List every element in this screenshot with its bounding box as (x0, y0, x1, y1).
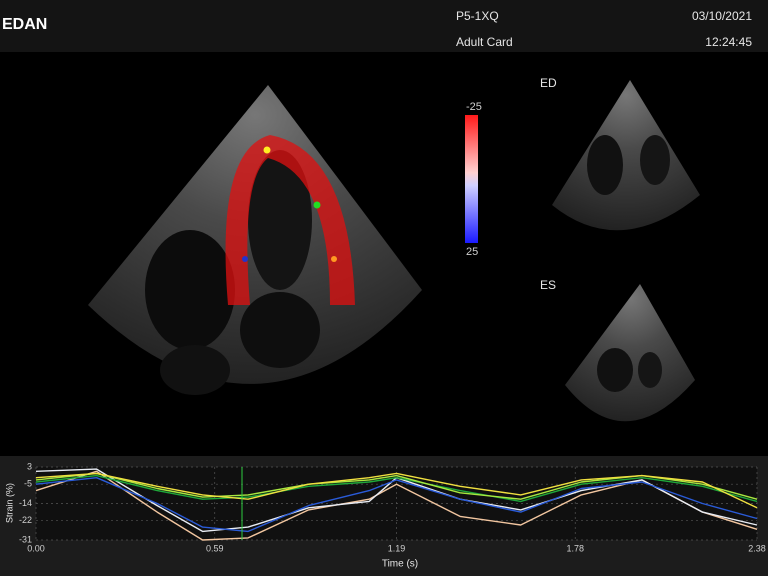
y-tick-label: -22 (19, 515, 32, 525)
colorbar (465, 115, 478, 243)
strain-curve (35, 474, 758, 503)
x-tick-label: 0.00 (27, 543, 45, 553)
ultrasound-image (88, 85, 422, 395)
ed-thumbnail (552, 80, 700, 231)
time: 12:24:45 (705, 35, 752, 49)
preset: Adult Card (456, 35, 513, 49)
colorbar-top: -25 (466, 101, 482, 113)
strain-curve (35, 477, 758, 533)
ed-label: ED (540, 76, 557, 90)
x-tick-label: 0.59 (206, 543, 224, 553)
es-thumbnail (565, 284, 695, 422)
x-tick-label: 2.38 (748, 543, 766, 553)
logo: EDAN (2, 16, 47, 33)
strain-overlay (225, 135, 355, 305)
y-tick-label: -31 (19, 534, 32, 544)
colorbar-bottom: 25 (466, 246, 478, 258)
x-tick-label: 1.78 (566, 543, 584, 553)
y-tick-label: -5 (24, 479, 32, 489)
x-tick-label: 1.19 (388, 543, 406, 553)
strain-curve (35, 472, 758, 509)
y-axis-label: Strain (%) (4, 483, 14, 523)
y-tick-label: 3 (27, 461, 32, 471)
strain-curve (35, 468, 758, 533)
date: 03/10/2021 (692, 9, 752, 23)
probe: P5-1XQ (456, 9, 499, 23)
x-axis-label: Time (s) (382, 559, 418, 570)
header-bar (0, 0, 768, 52)
es-label: ES (540, 278, 556, 292)
y-tick-label: -14 (19, 498, 32, 508)
